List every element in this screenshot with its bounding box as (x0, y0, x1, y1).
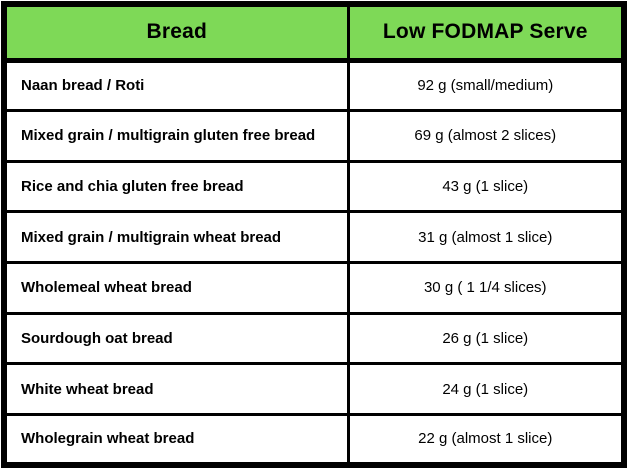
serve-size-cell: 31 g (almost 1 slice) (346, 210, 626, 264)
column-header-serve: Low FODMAP Serve (346, 2, 626, 63)
serve-size-cell: 24 g (1 slice) (346, 362, 626, 416)
bread-name-cell: White wheat bread (2, 362, 350, 416)
serve-size-cell: 26 g (1 slice) (346, 311, 626, 366)
table-row: Mixed grain / multigrain wheat bread 31 g… (2, 210, 626, 264)
bread-name-cell: Mixed grain / multigrain gluten free bre… (2, 109, 350, 163)
bread-name-cell: Mixed grain / multigrain wheat bread (2, 210, 350, 264)
table-row: Naan bread / Roti 92 g (small/medium) (2, 58, 626, 113)
table-row: Wholemeal wheat bread 30 g ( 1 1/4 slices… (2, 261, 626, 315)
table-row: Rice and chia gluten free bread 43 g (1 s… (2, 159, 626, 214)
serve-size-cell: 92 g (small/medium) (346, 58, 626, 113)
bread-name-cell: Wholemeal wheat bread (2, 261, 350, 315)
bread-name-cell: Rice and chia gluten free bread (2, 159, 350, 214)
table-row: Mixed grain / multigrain gluten free bre… (2, 109, 626, 163)
serve-size-cell: 43 g (1 slice) (346, 159, 626, 214)
serve-size-cell: 22 g (almost 1 slice) (346, 412, 626, 467)
serve-size-cell: 69 g (almost 2 slices) (346, 109, 626, 163)
table-row: White wheat bread 24 g (1 slice) (2, 362, 626, 416)
bread-name-cell: Sourdough oat bread (2, 311, 350, 366)
table-body: Naan bread / Roti 92 g (small/medium) Mixe… (2, 58, 626, 467)
column-header-bread: Bread (2, 2, 350, 63)
bread-name-cell: Naan bread / Roti (2, 58, 350, 113)
table-header: Bread Low FODMAP Serve (2, 2, 626, 63)
bread-name-cell: Wholegrain wheat bread (2, 412, 350, 467)
header-row: Bread Low FODMAP Serve (2, 2, 626, 63)
table-row: Wholegrain wheat bread 22 g (almost 1 sli… (2, 412, 626, 467)
serve-size-cell: 30 g ( 1 1/4 slices) (346, 261, 626, 315)
table-row: Sourdough oat bread 26 g (1 slice) (2, 311, 626, 366)
